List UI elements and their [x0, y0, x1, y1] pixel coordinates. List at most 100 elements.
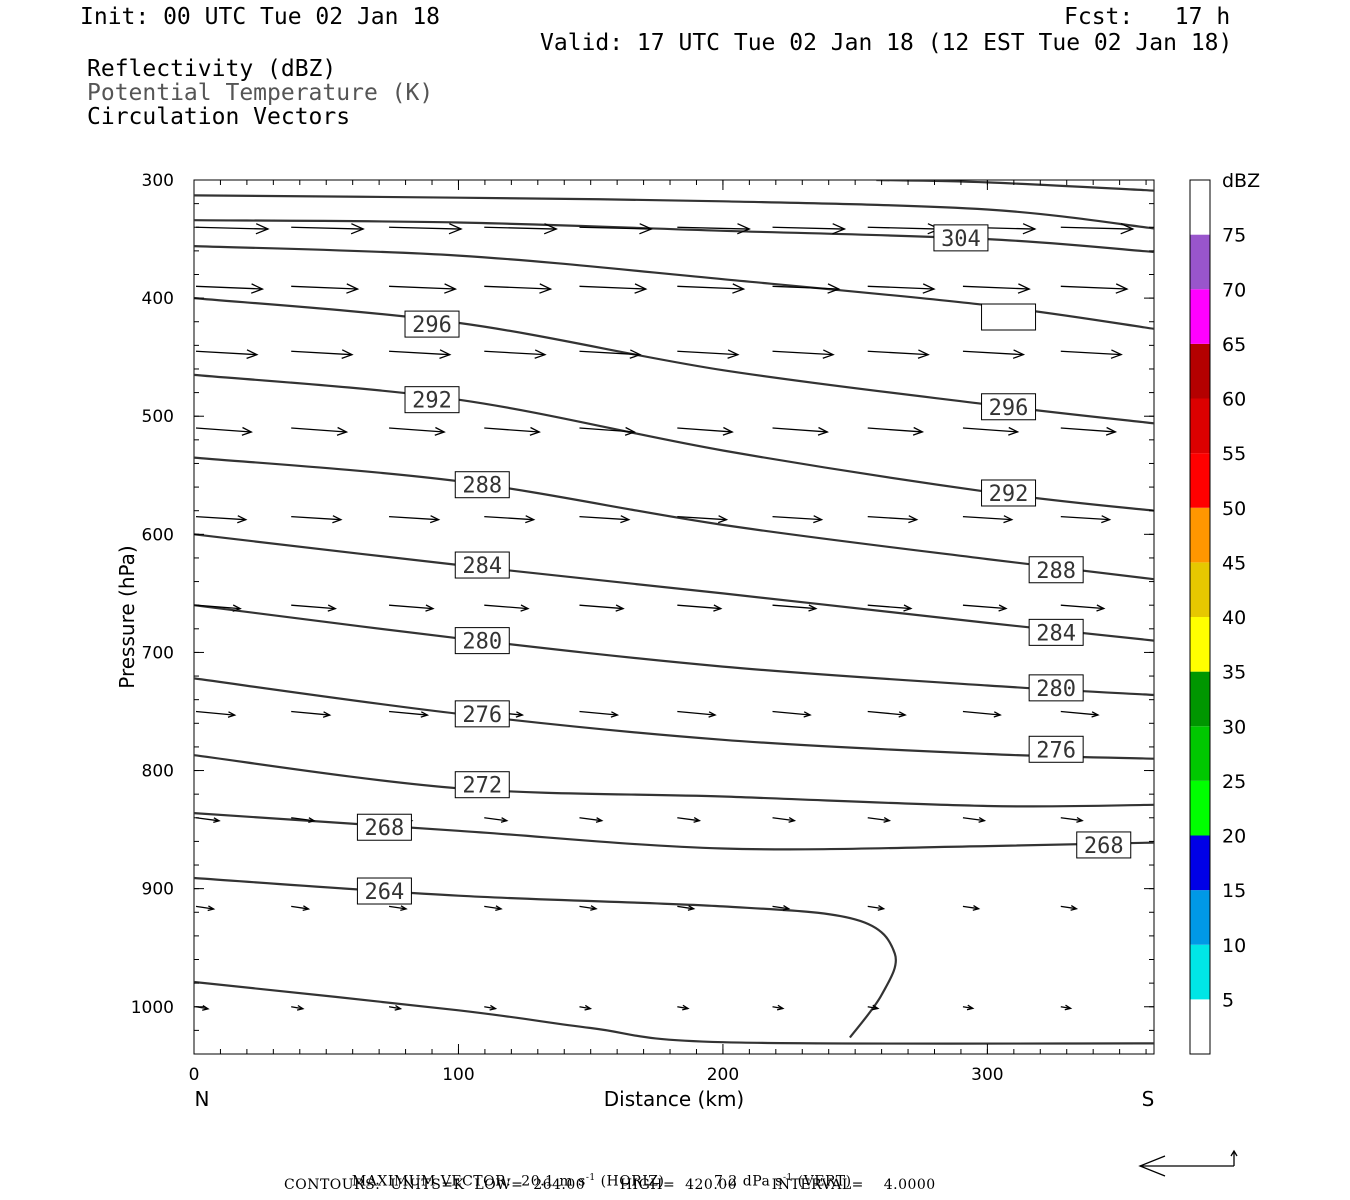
vector-shaft	[579, 350, 641, 356]
y-axis-title: Pressure (hPa)	[115, 545, 139, 688]
colorbar-swatch	[1190, 562, 1210, 617]
vector-head	[727, 349, 740, 359]
vector-shaft	[291, 427, 347, 433]
vector-shaft	[484, 285, 551, 290]
vector-shaft	[677, 427, 733, 433]
vector-arrow	[772, 223, 847, 235]
vector-arrow	[962, 426, 1020, 436]
contour-label-296: 296	[404, 310, 460, 338]
vector-head	[1017, 283, 1031, 294]
colorbar-level-label: 70	[1222, 279, 1246, 301]
vector-arrow	[772, 515, 824, 524]
vector-shaft	[962, 350, 1024, 356]
vector-arrow	[867, 515, 919, 524]
contour-label-text: 292	[989, 482, 1029, 507]
vector-arrow	[772, 283, 841, 294]
colorbar-swatch	[1190, 780, 1210, 836]
contour-line-268	[194, 812, 1154, 851]
vector-shaft	[291, 350, 353, 356]
vector-shaft	[389, 604, 434, 610]
vector-shaft	[579, 1006, 591, 1010]
vector-arrow	[389, 426, 446, 436]
vector-head	[327, 604, 337, 612]
vector-arrow	[388, 710, 430, 718]
vector-shaft	[579, 515, 629, 521]
vector-arrow	[579, 1004, 593, 1011]
vector-shaft	[389, 285, 456, 290]
vector-arrow	[484, 604, 530, 612]
vector-shaft	[579, 905, 597, 910]
vector-shaft	[772, 905, 789, 910]
vector-shaft	[962, 710, 1001, 716]
colorbar-swatch	[1190, 343, 1210, 399]
vector-arrow	[484, 223, 558, 235]
vector-arrow	[867, 349, 930, 359]
colorbar-level-label: 55	[1222, 443, 1246, 465]
contour-label-box	[454, 771, 510, 799]
ref-vert-head	[1230, 1149, 1238, 1157]
contour-line-284	[194, 533, 1154, 642]
vector-shaft	[195, 515, 246, 521]
vector-shaft	[389, 226, 462, 230]
y-tick-label: 700	[142, 643, 174, 663]
contour-line-288	[194, 456, 1154, 581]
vector-arrow	[291, 223, 365, 235]
vector-arrow	[772, 905, 791, 911]
vector-head	[620, 515, 631, 524]
contour-label-text: 284	[1036, 621, 1076, 646]
vector-head	[590, 905, 598, 911]
reference-vector-arrow	[1138, 1149, 1238, 1177]
vector-head	[912, 426, 925, 436]
vector-arrow	[1060, 1004, 1073, 1011]
vector-shaft	[867, 604, 911, 610]
vector-arrow	[867, 283, 936, 294]
vector-arrow	[579, 223, 654, 235]
vector-head	[439, 349, 452, 360]
vector-head	[713, 604, 723, 612]
vector-shaft	[1060, 515, 1110, 521]
horiz-tag: (HORIZ)	[600, 1173, 665, 1190]
forecast-hour: Fcst: 17 h	[1064, 4, 1231, 30]
vector-arrow	[484, 905, 503, 912]
vector-shaft	[579, 226, 652, 230]
vector-head	[400, 905, 408, 912]
south-label: S	[1142, 1087, 1155, 1111]
vector-shaft	[962, 285, 1030, 290]
contour-label-text: 280	[462, 630, 502, 655]
vector-arrow	[291, 604, 337, 612]
vector-shaft	[388, 905, 407, 910]
vector-head	[394, 1004, 403, 1011]
contour-label-292: 292	[404, 386, 460, 414]
vector-shaft	[388, 710, 428, 716]
vector-head	[227, 711, 237, 718]
colorbar-level-label: 45	[1222, 552, 1246, 574]
colorbar-border	[1189, 179, 1211, 1055]
max-horiz-unit: m s	[559, 1173, 586, 1190]
vector-arrow	[677, 817, 702, 823]
vector-head	[687, 905, 696, 911]
vector-arrow	[962, 710, 1002, 718]
vector-head	[732, 283, 746, 294]
vector-arrow	[579, 905, 598, 911]
vector-arrow	[962, 283, 1031, 294]
contour-line-276	[194, 677, 1154, 760]
vector-arrow	[1060, 710, 1100, 718]
vector-head	[515, 711, 525, 718]
contour-label-box	[356, 813, 412, 841]
vector-shaft	[484, 515, 534, 521]
contour-label-box	[981, 393, 1037, 421]
colorbar-level-label: 40	[1222, 607, 1246, 629]
vector-arrow	[677, 426, 734, 436]
vector-head	[717, 515, 729, 524]
vector-shaft	[867, 1006, 878, 1010]
field-potential-temperature: Potential Temperature (K)	[87, 80, 434, 106]
contour-label-text: 292	[412, 389, 452, 414]
vector-arrow	[677, 905, 696, 911]
contour-label-text: 276	[462, 703, 502, 728]
vector-shaft	[677, 710, 716, 716]
vector-shaft	[772, 427, 828, 433]
vector-shaft	[677, 1006, 689, 1010]
vector-shaft	[962, 515, 1012, 521]
vector-arrow	[195, 817, 221, 824]
vector-arrow	[772, 604, 818, 612]
